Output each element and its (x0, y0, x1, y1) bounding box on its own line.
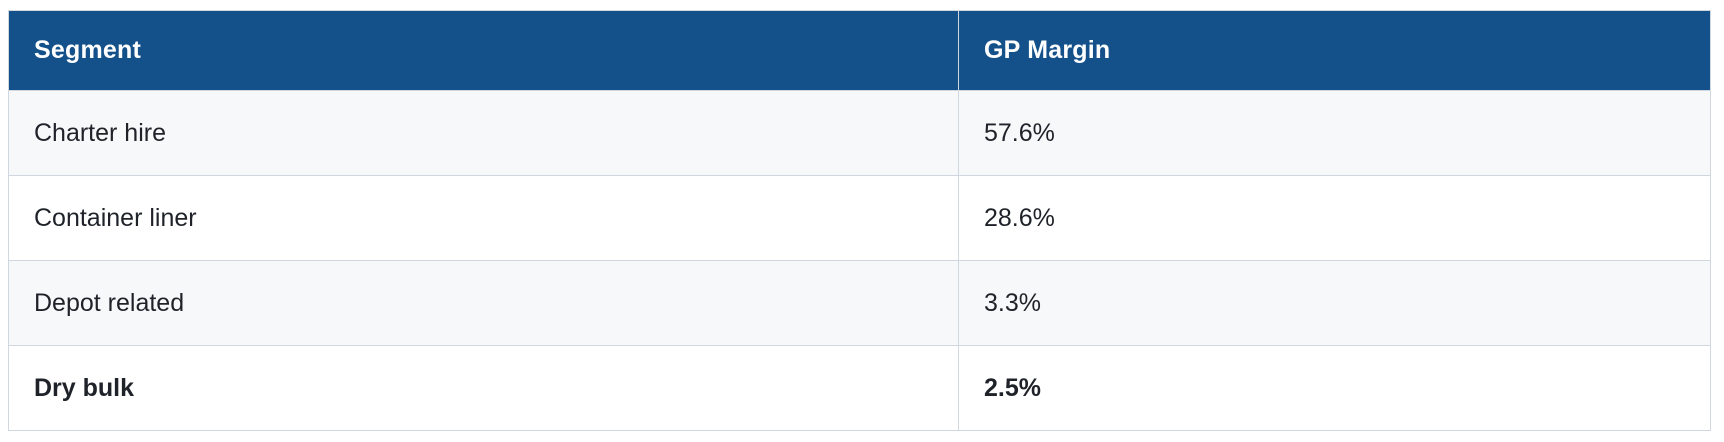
gp-margin-cell: 57.6% (958, 90, 1711, 176)
gp-margin-table: Segment GP Margin Charter hire 57.6% Con… (8, 10, 1711, 431)
table-header-row: Segment GP Margin (8, 10, 1711, 91)
table-row: Dry bulk 2.5% (8, 345, 1711, 431)
segment-cell: Dry bulk (8, 345, 959, 431)
table-row: Charter hire 57.6% (8, 90, 1711, 176)
gp-margin-cell: 28.6% (958, 175, 1711, 261)
table-row: Container liner 28.6% (8, 175, 1711, 261)
segment-cell: Charter hire (8, 90, 959, 176)
column-header-gp-margin: GP Margin (958, 10, 1711, 91)
table-row: Depot related 3.3% (8, 260, 1711, 346)
gp-margin-cell: 3.3% (958, 260, 1711, 346)
gp-margin-cell: 2.5% (958, 345, 1711, 431)
column-header-segment: Segment (8, 10, 959, 91)
gp-margin-table-container: Segment GP Margin Charter hire 57.6% Con… (8, 10, 1711, 431)
segment-cell: Depot related (8, 260, 959, 346)
segment-cell: Container liner (8, 175, 959, 261)
